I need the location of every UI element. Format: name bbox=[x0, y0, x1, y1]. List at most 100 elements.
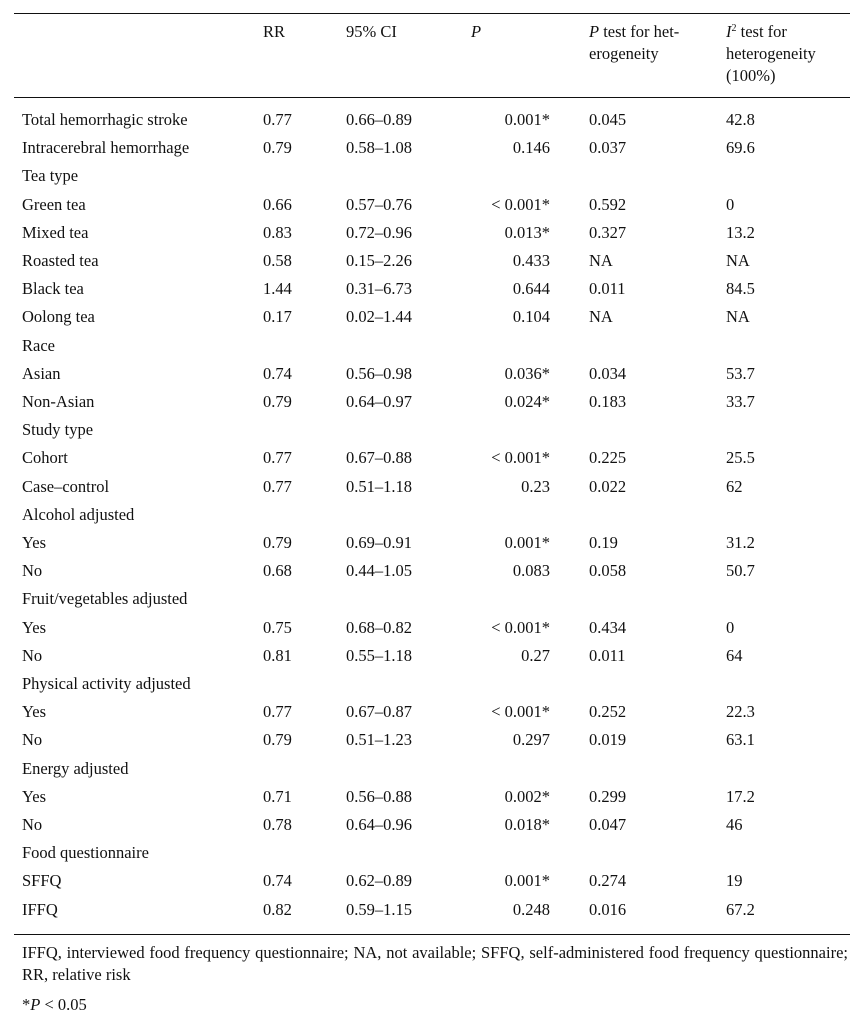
row-label: Tea type bbox=[22, 166, 79, 186]
p-cell: 0.433 bbox=[512, 251, 550, 270]
i2-cell: 69.6 bbox=[726, 138, 755, 158]
rr-cell: 0.68 bbox=[263, 561, 292, 581]
p-cell: 0.27 bbox=[521, 645, 550, 665]
row-label: No bbox=[22, 730, 43, 750]
row-label: Black tea bbox=[22, 279, 84, 299]
rr-cell: 0.79 bbox=[263, 138, 292, 158]
row-label: SFFQ bbox=[22, 871, 62, 891]
rr-cell: 0.74 bbox=[263, 871, 292, 891]
table-row: Roasted tea 0.58 0.15–2.26 0.433 NA NA bbox=[0, 247, 865, 275]
table-row: Non-Asian 0.79 0.64–0.97 0.024* 0.183 33.7 bbox=[0, 388, 865, 416]
p-heterogeneity-cell: 0.252 bbox=[589, 702, 627, 722]
i2-cell: 63.1 bbox=[726, 730, 755, 750]
table-row: Intracerebral hemorrhage 0.79 0.58–1.08 0.1… bbox=[0, 134, 865, 162]
row-label: Total hemorrhagic stroke bbox=[22, 110, 188, 129]
p-cell: 0.23 bbox=[521, 476, 550, 496]
table-footnote: IFFQ, interviewed food frequency questio… bbox=[22, 943, 848, 984]
p-heterogeneity-cell: NA bbox=[589, 307, 613, 327]
header-i2-italic: I bbox=[726, 22, 732, 41]
p-heterogeneity-cell: 0.011 bbox=[589, 279, 626, 299]
row-label: Race bbox=[22, 335, 55, 355]
rr-cell: 1.44 bbox=[263, 279, 292, 299]
p-cell: 0.146 bbox=[512, 138, 550, 158]
table-row: Study type bbox=[0, 416, 865, 444]
rr-cell: 0.78 bbox=[263, 815, 292, 834]
table-row: Yes 0.79 0.69–0.91 0.001* 0.19 31.2 bbox=[0, 529, 865, 557]
i2-cell: 64 bbox=[726, 645, 743, 665]
row-label: No bbox=[22, 645, 43, 665]
table-row: SFFQ 0.74 0.62–0.89 0.001* 0.274 19 bbox=[0, 867, 865, 895]
rr-cell: 0.79 bbox=[263, 533, 292, 552]
i2-cell: 22.3 bbox=[726, 702, 755, 722]
p-cell: 0.001* bbox=[504, 110, 550, 129]
table-row: Tea type bbox=[0, 162, 865, 190]
row-label: Green tea bbox=[22, 194, 86, 214]
rr-cell: 0.71 bbox=[263, 786, 292, 806]
rr-cell: 0.66 bbox=[263, 194, 292, 214]
header-p: P bbox=[471, 21, 481, 43]
table-row: Fruit/vegetables adjusted bbox=[0, 585, 865, 613]
p-cell: 0.024* bbox=[504, 392, 550, 411]
p-heterogeneity-cell: 0.047 bbox=[589, 815, 627, 834]
row-label: Mixed tea bbox=[22, 222, 89, 242]
header-i2-line3: (100%) bbox=[726, 66, 776, 85]
row-label: Yes bbox=[22, 702, 47, 722]
p-cell: 0.083 bbox=[512, 561, 550, 581]
p-cell: < 0.001* bbox=[491, 702, 550, 722]
ci-cell: 0.67–0.87 bbox=[346, 702, 412, 722]
table-row: Asian 0.74 0.56–0.98 0.036* 0.034 53.7 bbox=[0, 360, 865, 388]
header-i2-line2: heterogeneity bbox=[726, 44, 816, 63]
p-cell: < 0.001* bbox=[491, 194, 550, 214]
table-row: Total hemorrhagic stroke 0.77 0.66–0.89 0.0… bbox=[0, 106, 865, 134]
p-cell: 0.297 bbox=[512, 730, 550, 750]
table-row: Oolong tea 0.17 0.02–1.44 0.104 NA NA bbox=[0, 303, 865, 331]
rr-cell: 0.58 bbox=[263, 251, 292, 270]
p-heterogeneity-cell: 0.011 bbox=[589, 645, 626, 665]
table-row: Mixed tea 0.83 0.72–0.96 0.013* 0.327 13.2 bbox=[0, 219, 865, 247]
rr-cell: 0.77 bbox=[263, 448, 292, 468]
i2-cell: 0 bbox=[726, 194, 735, 214]
i2-cell: NA bbox=[726, 251, 750, 270]
p-cell: 0.001* bbox=[504, 533, 550, 552]
header-i2-sup: 2 bbox=[731, 23, 737, 34]
p-cell: 0.002* bbox=[504, 786, 550, 806]
table-row: Yes 0.71 0.56–0.88 0.002* 0.299 17.2 bbox=[0, 783, 865, 811]
i2-cell: 17.2 bbox=[726, 786, 755, 806]
i2-cell: 25.5 bbox=[726, 448, 755, 468]
p-heterogeneity-cell: 0.022 bbox=[589, 476, 627, 496]
significance-star: * bbox=[22, 995, 31, 1014]
p-heterogeneity-cell: 0.19 bbox=[589, 533, 618, 552]
row-label: IFFQ bbox=[22, 899, 58, 919]
i2-cell: 33.7 bbox=[726, 392, 755, 411]
ci-cell: 0.62–0.89 bbox=[346, 871, 412, 891]
p-heterogeneity-cell: 0.034 bbox=[589, 363, 627, 383]
i2-cell: 84.5 bbox=[726, 279, 755, 299]
i2-cell: 13.2 bbox=[726, 222, 755, 242]
row-label: Study type bbox=[22, 420, 94, 440]
row-label: Alcohol adjusted bbox=[22, 504, 135, 524]
i2-cell: 46 bbox=[726, 815, 743, 834]
row-label: Oolong tea bbox=[22, 307, 95, 327]
header-ci: 95% CI bbox=[346, 22, 397, 41]
p-heterogeneity-cell: 0.045 bbox=[589, 110, 627, 129]
p-cell: 0.013* bbox=[504, 222, 550, 242]
row-label: Intracerebral hemorrhage bbox=[22, 138, 190, 158]
i2-cell: 62 bbox=[726, 476, 743, 496]
p-cell: 0.018* bbox=[504, 815, 550, 834]
table-row: Energy adjusted bbox=[0, 755, 865, 783]
significance-threshold: < 0.05 bbox=[40, 995, 87, 1014]
table-header-rule bbox=[14, 97, 850, 99]
row-label: Asian bbox=[22, 363, 61, 383]
row-label: No bbox=[22, 561, 43, 581]
ci-cell: 0.57–0.76 bbox=[346, 194, 412, 214]
i2-cell: 19 bbox=[726, 871, 743, 891]
p-cell: < 0.001* bbox=[491, 617, 550, 637]
ci-cell: 0.66–0.89 bbox=[346, 110, 412, 129]
header-p-italic: P bbox=[471, 22, 482, 41]
rr-cell: 0.74 bbox=[263, 363, 292, 383]
header-i2-text1: test for bbox=[736, 22, 787, 41]
ci-cell: 0.64–0.97 bbox=[346, 392, 412, 411]
header-rr: RR bbox=[263, 22, 286, 41]
ci-cell: 0.02–1.44 bbox=[346, 307, 412, 327]
row-label: Food questionnaire bbox=[22, 843, 149, 863]
